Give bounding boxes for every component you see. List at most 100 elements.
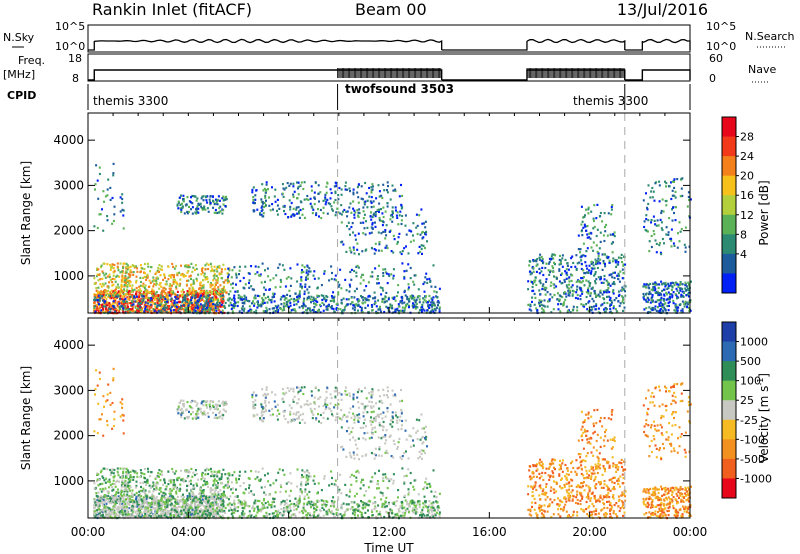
power-cell [536, 263, 539, 266]
power-cell [669, 282, 672, 285]
power-cell [660, 209, 663, 213]
power-cell [210, 307, 212, 310]
power-cell [211, 288, 214, 291]
power-cell [215, 267, 218, 271]
power-cell [403, 309, 406, 312]
velocity-cell [130, 514, 133, 517]
power-cell [233, 303, 236, 306]
power-cell [191, 303, 194, 306]
power-cell [389, 303, 392, 306]
velocity-cell [212, 502, 215, 505]
power-cell [107, 286, 110, 289]
power-cell [209, 195, 212, 198]
power-cell [233, 306, 236, 309]
power-cell [128, 298, 131, 301]
power-cell [329, 299, 332, 303]
power-cell [343, 208, 346, 212]
power-cell [181, 272, 184, 276]
power-cell [316, 287, 319, 290]
velocity-cell [218, 514, 221, 517]
velocity-cell [192, 512, 195, 515]
power-cell [111, 303, 114, 306]
power-cell [169, 276, 172, 279]
power-cell [126, 285, 129, 288]
power-cell [135, 295, 138, 298]
power-cell [684, 300, 687, 303]
power-cell [541, 307, 543, 310]
power-cell [647, 298, 650, 301]
power-cell [159, 294, 162, 297]
power-cell [100, 290, 103, 293]
power-cell [208, 297, 211, 301]
power-cell [623, 255, 625, 258]
velocity-cell [156, 504, 159, 507]
power-cell [235, 283, 237, 286]
power-cell [293, 308, 296, 311]
power-cell [660, 293, 663, 296]
power-cell [350, 268, 353, 271]
power-cell [168, 294, 171, 297]
power-cell [370, 186, 373, 189]
velocity-cell [161, 500, 164, 503]
power-cell [367, 281, 370, 284]
power-cell [375, 305, 378, 308]
power-cell [121, 193, 124, 196]
power-cell [348, 187, 351, 190]
power-cell [327, 202, 330, 205]
power-cell [112, 274, 115, 277]
velocity-cell [95, 502, 98, 505]
power-cell [380, 208, 382, 211]
power-cell [340, 204, 343, 207]
power-cell [191, 212, 194, 215]
power-cell [276, 308, 279, 311]
power-cell [370, 246, 373, 250]
power-cell [224, 205, 227, 208]
power-cell [430, 303, 433, 307]
power-cell [386, 205, 389, 208]
power-cell [243, 307, 246, 310]
power-cell [404, 224, 407, 227]
power-cell [164, 295, 167, 299]
power-cell [392, 268, 395, 271]
power-cell [96, 306, 99, 310]
power-cell [597, 276, 600, 279]
power-cell [207, 280, 210, 283]
power-cell [262, 212, 265, 215]
power-cell [603, 301, 606, 304]
power-cell [212, 292, 215, 296]
velocity-cell [211, 514, 214, 517]
power-cell [152, 279, 155, 282]
power-cell [113, 306, 116, 309]
power-cell [158, 287, 161, 290]
power-cell [355, 303, 358, 306]
power-cell [571, 274, 574, 277]
power-cell [607, 286, 610, 290]
velocity-cell [122, 515, 125, 518]
power-cell [556, 277, 558, 280]
power-cell [265, 306, 268, 309]
power-cell [646, 300, 649, 304]
power-cell [195, 291, 198, 294]
power-cell [280, 296, 283, 299]
power-cell [180, 274, 183, 277]
power-cell [378, 241, 381, 244]
power-cell [541, 259, 544, 262]
power-cell [372, 213, 375, 216]
power-cell [271, 307, 274, 310]
power-cell [279, 307, 282, 310]
power-cell [109, 263, 112, 267]
power-cell [166, 306, 169, 309]
power-cell [326, 295, 329, 299]
power-cell [311, 212, 314, 215]
power-cell [103, 292, 106, 295]
power-cell [590, 262, 593, 265]
power-cell [665, 298, 668, 301]
power-cell [558, 258, 561, 261]
power-cell [670, 293, 673, 296]
power-cell [591, 267, 594, 270]
power-cell [147, 265, 150, 268]
power-cell [154, 279, 156, 282]
power-cell [335, 211, 338, 214]
power-cell [391, 206, 394, 209]
power-cell [391, 296, 394, 299]
